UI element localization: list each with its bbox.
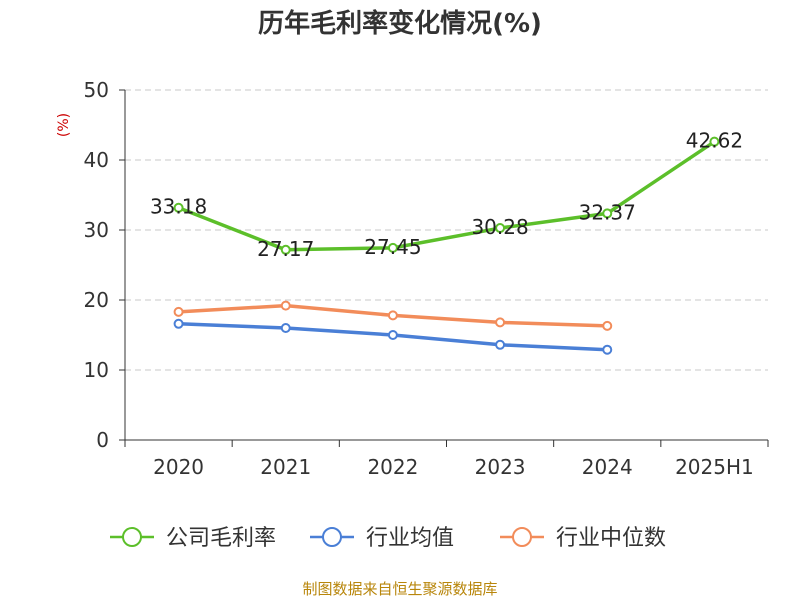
- x-tick-label: 2025H1: [675, 455, 754, 479]
- x-tick-label: 2024: [582, 455, 633, 479]
- data-point-marker[interactable]: [602, 344, 613, 355]
- y-tick-label: 30: [84, 218, 109, 242]
- data-label: 27.17: [257, 237, 314, 261]
- data-point-marker[interactable]: [173, 306, 184, 317]
- y-tick-label: 10: [84, 358, 109, 382]
- data-point-marker[interactable]: [387, 242, 398, 253]
- data-point-marker[interactable]: [280, 323, 291, 333]
- x-tick-label: 2020: [153, 455, 204, 479]
- y-tick-label: 20: [84, 288, 109, 312]
- legend-marker-icon: [512, 527, 532, 547]
- x-tick-label: 2023: [475, 455, 526, 479]
- data-point-marker[interactable]: [173, 202, 184, 213]
- data-label: 33.18: [150, 195, 207, 219]
- series-line-0: [176, 139, 717, 252]
- data-label: 27.45: [364, 235, 421, 259]
- data-source-note: 制图数据来自恒生聚源数据库: [302, 580, 497, 598]
- y-tick-label: 0: [96, 428, 109, 452]
- legend: 公司毛利率 行业均值 行业中位数: [110, 526, 666, 551]
- legend-label: 行业中位数: [556, 526, 666, 551]
- data-point-marker[interactable]: [709, 136, 720, 147]
- legend-item-2[interactable]: 行业中位数: [500, 526, 666, 551]
- chart-title: 历年毛利率变化情况(%): [258, 8, 542, 39]
- grid: [125, 89, 768, 371]
- y-axis-label: (%): [56, 113, 72, 137]
- legend-item-1[interactable]: 行业均值: [310, 526, 454, 551]
- data-label: 30.28: [471, 215, 528, 239]
- data-point-marker[interactable]: [387, 310, 398, 321]
- data-point-marker[interactable]: [602, 320, 613, 331]
- data-point-marker[interactable]: [387, 330, 398, 340]
- data-point-marker[interactable]: [602, 208, 613, 219]
- axes: 0 10 20 30 40 50 2020 2021 2022 2023 2024 2025H1: [84, 78, 769, 479]
- legend-item-0[interactable]: 公司毛利率: [110, 526, 276, 551]
- data-point-marker[interactable]: [280, 300, 291, 311]
- legend-label: 公司毛利率: [166, 526, 276, 551]
- data-label: 42.62: [686, 129, 743, 153]
- data-label: 32.37: [579, 200, 636, 224]
- legend-marker-icon: [322, 527, 342, 547]
- data-point-marker[interactable]: [495, 317, 506, 328]
- y-tick-label: 50: [84, 78, 109, 102]
- data-point-marker[interactable]: [280, 244, 291, 255]
- data-point-marker[interactable]: [173, 318, 184, 329]
- data-point-marker[interactable]: [495, 223, 506, 234]
- data-labels: 33.18 27.17 27.45 30.28 32.37 42.62: [150, 129, 743, 261]
- data-point-marker[interactable]: [495, 339, 506, 350]
- x-tick-label: 2021: [260, 455, 311, 479]
- x-tick-label: 2022: [367, 455, 418, 479]
- y-tick-label: 40: [84, 148, 109, 172]
- series-group: [173, 136, 720, 355]
- legend-label: 行业均值: [366, 526, 454, 551]
- legend-marker-icon: [122, 527, 142, 547]
